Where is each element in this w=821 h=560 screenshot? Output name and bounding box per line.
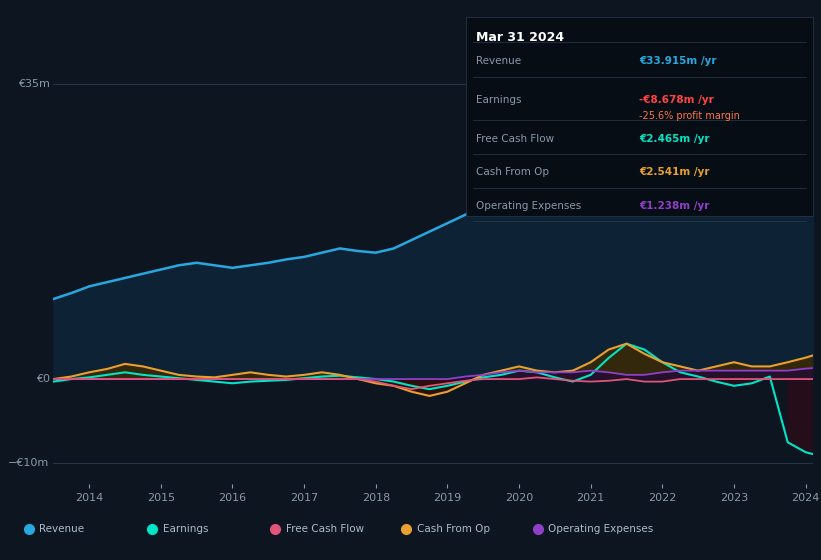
Text: Earnings: Earnings xyxy=(163,524,208,534)
Text: €33.915m /yr: €33.915m /yr xyxy=(639,56,716,66)
Text: €0: €0 xyxy=(35,374,49,384)
Text: Operating Expenses: Operating Expenses xyxy=(548,524,654,534)
Text: -25.6% profit margin: -25.6% profit margin xyxy=(639,111,740,121)
Text: €1.238m /yr: €1.238m /yr xyxy=(639,201,709,211)
Text: €2.541m /yr: €2.541m /yr xyxy=(639,167,709,177)
Text: €35m: €35m xyxy=(18,79,49,89)
Text: Revenue: Revenue xyxy=(476,56,521,66)
Text: -€8.678m /yr: -€8.678m /yr xyxy=(639,95,713,105)
Text: Free Cash Flow: Free Cash Flow xyxy=(286,524,364,534)
Text: Cash From Op: Cash From Op xyxy=(417,524,490,534)
Text: Operating Expenses: Operating Expenses xyxy=(476,201,581,211)
Text: Revenue: Revenue xyxy=(39,524,85,534)
Text: −€10m: −€10m xyxy=(8,458,49,468)
Text: Mar 31 2024: Mar 31 2024 xyxy=(476,31,564,44)
Text: Free Cash Flow: Free Cash Flow xyxy=(476,134,554,143)
Text: €2.465m /yr: €2.465m /yr xyxy=(639,134,709,143)
Text: Earnings: Earnings xyxy=(476,95,521,105)
Text: Cash From Op: Cash From Op xyxy=(476,167,549,177)
